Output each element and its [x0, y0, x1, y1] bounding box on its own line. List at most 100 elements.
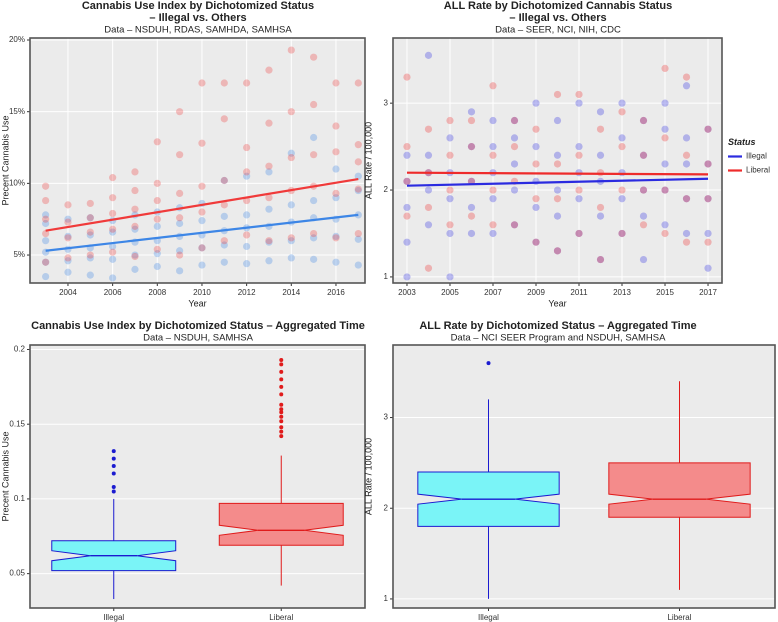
box: [218, 502, 344, 546]
point: [489, 229, 497, 238]
point: [109, 228, 117, 236]
outlier: [111, 471, 116, 476]
point: [265, 162, 273, 170]
point: [704, 195, 712, 203]
point: [532, 160, 540, 168]
point: [198, 139, 206, 147]
point: [553, 90, 562, 99]
point: [682, 73, 691, 81]
point: [639, 151, 648, 159]
point: [332, 258, 340, 266]
point: [661, 186, 669, 194]
point: [532, 125, 540, 133]
point: [332, 148, 340, 156]
outlier: [279, 407, 284, 412]
point: [220, 79, 228, 87]
point: [153, 196, 161, 205]
point: [64, 232, 72, 241]
point: [354, 185, 362, 193]
x-axis-title: Year: [548, 298, 566, 308]
point: [332, 189, 340, 198]
point: [618, 99, 626, 107]
point: [310, 234, 318, 242]
point: [532, 99, 540, 107]
point: [618, 229, 626, 238]
point: [332, 194, 340, 202]
point: [265, 257, 273, 265]
point: [489, 151, 497, 159]
x-tick-label: 2013: [613, 288, 631, 297]
point: [596, 203, 605, 212]
point: [310, 133, 318, 142]
y-tick-label: 20%: [9, 35, 25, 44]
point: [596, 169, 605, 177]
point: [575, 90, 583, 99]
point: [661, 64, 669, 73]
point: [403, 203, 411, 212]
point: [153, 215, 161, 223]
y-tick-label: 3: [384, 413, 389, 422]
point: [153, 262, 161, 271]
point: [332, 165, 340, 173]
point: [109, 194, 117, 202]
point: [682, 160, 691, 168]
point: [532, 203, 540, 212]
point: [575, 195, 583, 203]
point: [489, 221, 497, 229]
point: [42, 258, 50, 266]
point: [131, 168, 139, 176]
x-tick-label: Liberal: [667, 613, 691, 622]
point: [510, 186, 519, 194]
point: [42, 219, 50, 228]
point: [661, 99, 669, 107]
point: [575, 151, 583, 159]
point: [661, 160, 669, 168]
point: [198, 217, 206, 225]
point: [131, 252, 139, 261]
point: [109, 255, 117, 263]
point: [176, 151, 184, 159]
trend-line: [45, 177, 359, 232]
point: [287, 108, 295, 116]
y-tick-label: 2: [384, 185, 389, 194]
point: [446, 151, 454, 159]
point: [575, 229, 583, 238]
y-tick-label: 5%: [13, 250, 25, 259]
chart-subtitle: Data – NSDUH, RDAS, SAMHDA, SAMHSA: [104, 25, 292, 36]
point: [42, 215, 50, 223]
point: [220, 176, 228, 185]
point: [661, 134, 669, 142]
plot-border: [29, 344, 366, 609]
trend-line: [406, 171, 709, 176]
chart-subtitle: Data – NSDUH, SAMHSA: [143, 333, 253, 344]
point: [198, 208, 206, 216]
point: [596, 108, 605, 116]
point: [42, 182, 50, 190]
point: [153, 250, 161, 258]
legend-label: Illegal: [746, 152, 767, 161]
point: [596, 212, 605, 220]
point: [354, 158, 362, 166]
point: [618, 186, 626, 194]
y-tick-label: 3: [384, 98, 389, 107]
point: [131, 265, 139, 273]
point: [403, 238, 411, 246]
point: [639, 221, 648, 229]
point: [265, 238, 273, 246]
point: [704, 125, 712, 133]
point: [354, 141, 362, 149]
y-axis-title: Precent Cannabis Use: [0, 115, 10, 205]
point: [332, 122, 340, 130]
point: [467, 142, 476, 151]
point: [310, 53, 318, 61]
point: [467, 142, 476, 151]
point: [618, 142, 626, 151]
point: [220, 241, 228, 249]
x-tick-label: 2008: [148, 288, 166, 297]
point: [220, 115, 228, 123]
point: [243, 231, 251, 239]
x-tick-label: 2006: [104, 288, 122, 297]
point: [287, 153, 295, 162]
point: [704, 229, 712, 238]
point: [109, 242, 117, 251]
